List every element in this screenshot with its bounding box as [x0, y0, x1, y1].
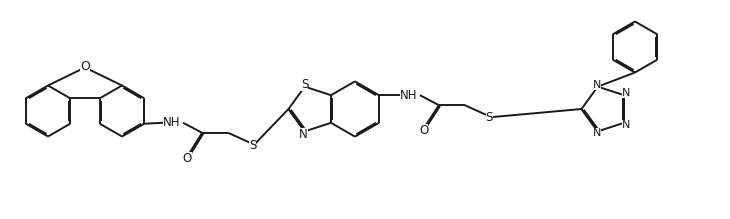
Text: N: N	[593, 80, 601, 90]
Text: N: N	[299, 128, 307, 141]
Text: O: O	[182, 152, 192, 165]
Text: S: S	[249, 139, 256, 152]
Text: S: S	[485, 111, 493, 124]
Text: O: O	[419, 124, 429, 137]
Text: NH: NH	[164, 116, 181, 129]
Text: S: S	[301, 78, 309, 91]
Text: N: N	[622, 88, 630, 98]
Text: NH: NH	[400, 89, 418, 102]
Text: N: N	[593, 128, 601, 138]
Text: O: O	[80, 60, 90, 72]
Text: N: N	[622, 120, 630, 130]
